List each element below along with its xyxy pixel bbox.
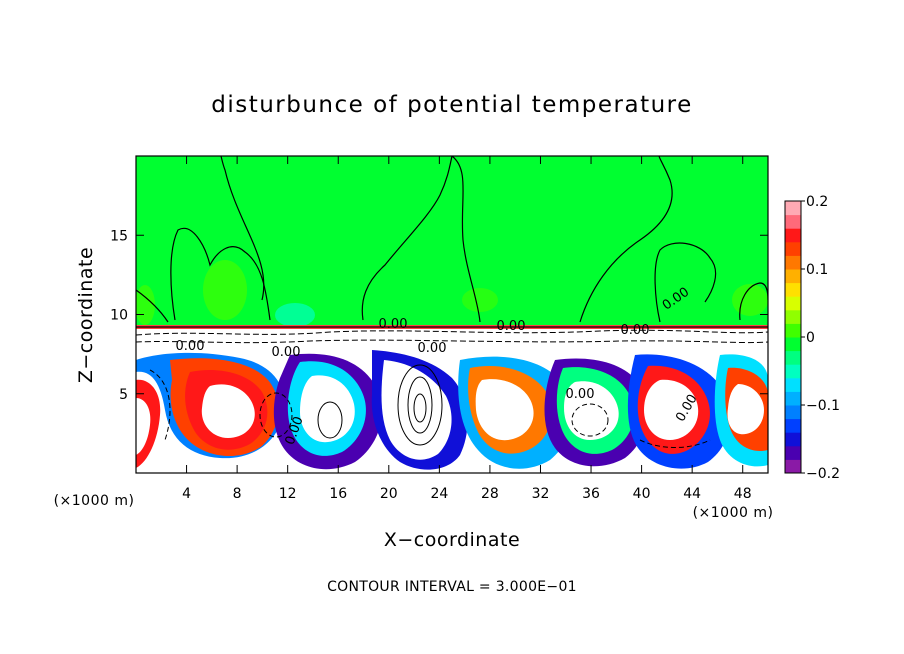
colorbar-swatch [785,364,801,379]
colorbar-swatch [785,296,801,311]
colorbar-swatch [785,228,801,243]
y-axis-label: Z−coordinate [75,247,97,383]
x-tick-label: 36 [582,486,600,502]
contour-label: 0.00 [272,345,301,360]
x-axis: 4 8 12 16 20 24 28 32 36 40 44 48 [182,156,752,502]
contour-label: 0.00 [621,323,650,338]
colorbar-swatch [785,459,801,474]
x-tick-label: 40 [633,486,651,502]
x-tick-label: 48 [734,486,752,502]
colorbar-tick-label: −0.1 [806,398,840,414]
colorbar-tick-label: 0 [806,330,815,346]
colorbar-swatch [785,405,801,420]
x-tick-label: 44 [683,486,701,502]
colorbar-swatch [785,309,801,324]
colorbar-tick-label: −0.2 [806,466,840,482]
contour-label: 0.00 [176,339,205,354]
colorbar-swatch [785,201,801,216]
contour-label: 0.00 [379,317,408,332]
colorbar-tick-label: 0.1 [806,262,828,278]
contour-label: 0.00 [566,387,595,402]
colorbar-swatch [785,337,801,352]
colorbar-swatch [785,282,801,297]
colorbar-swatch [785,323,801,338]
heatmap-field [136,156,768,473]
x-tick-label: 8 [233,486,242,502]
contour-label: 0.00 [497,319,526,334]
x-tick-label: 20 [380,486,398,502]
chart-title: disturbunce of potential temperature [211,92,693,118]
contour-label: 0.00 [418,341,447,356]
y-axis: 5 10 15 [110,228,768,403]
colorbar-swatch [785,418,801,433]
x-tick-label: 4 [182,486,191,502]
x-tick-label: 28 [481,486,499,502]
x-tick-label: 12 [279,486,297,502]
colorbar-swatch [785,391,801,406]
x-axis-label: X−coordinate [384,529,520,551]
y-tick-label: 10 [110,308,128,324]
colorbar-swatch [785,445,801,460]
contour-interval-text: CONTOUR INTERVAL = 3.000E−01 [327,579,577,595]
x-tick-label: 32 [532,486,550,502]
colorbar-tick-label: 0.2 [806,194,828,210]
colorbar: 0.2 0.1 0 −0.1 −0.2 [784,194,840,482]
colorbar-swatch [785,432,801,447]
x-unit-right: (×1000 m) [693,505,774,521]
colorbar-swatch [785,269,801,284]
y-tick-label: 5 [119,387,128,403]
colorbar-swatch [785,214,801,229]
x-tick-label: 24 [430,486,448,502]
x-tick-label: 16 [329,486,347,502]
colorbar-swatch [785,255,801,270]
y-tick-label: 15 [110,228,128,244]
colorbar-swatch [785,377,801,392]
contour-labels: 0.00 0.00 0.000.00 0.000.000.000.000.000.00 [176,285,701,447]
colorbar-swatch [785,241,801,256]
colorbar-swatch [785,350,801,365]
eddies [136,350,768,470]
x-unit-left: (×1000 m) [54,493,135,509]
